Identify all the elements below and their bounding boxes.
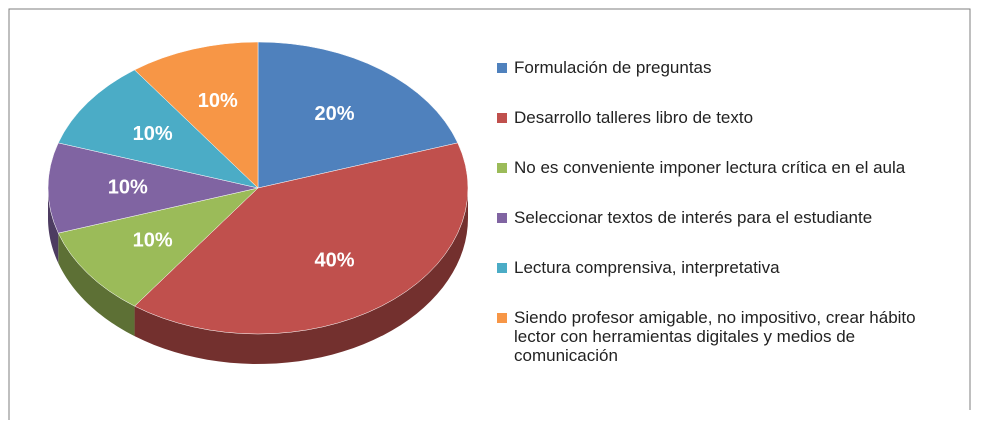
- pie-slice: [134, 41, 259, 189]
- legend-label: Seleccionar textos de interés para el es…: [514, 208, 873, 227]
- legend-swatch: [497, 213, 507, 223]
- pie-slice: [57, 187, 259, 307]
- data-label: 10%: [108, 176, 148, 198]
- data-label: 10%: [198, 90, 238, 112]
- pie-slice: [257, 41, 459, 189]
- legend-item: No es conveniente imponer lectura crític…: [497, 158, 967, 208]
- legend-item: Siendo profesor amigable, no impositivo,…: [497, 308, 967, 365]
- pie-side: [134, 188, 468, 364]
- legend-swatch: [497, 113, 507, 123]
- pie-slice: [47, 142, 259, 234]
- data-label: 10%: [133, 123, 173, 145]
- legend-item: Formulación de preguntas: [497, 58, 967, 108]
- legend-label: Desarrollo talleres libro de texto: [514, 108, 754, 127]
- pie-slice: [134, 142, 469, 335]
- legend-swatch: [497, 263, 507, 273]
- legend-swatch: [497, 313, 507, 323]
- legend-swatch: [497, 63, 507, 73]
- pie-side: [48, 188, 59, 264]
- legend-item: Desarrollo talleres libro de texto: [497, 108, 967, 158]
- pie-side: [58, 233, 135, 337]
- data-label: 40%: [315, 250, 355, 272]
- legend-label: Lectura comprensiva, interpretativa: [514, 258, 780, 277]
- legend-label: Formulación de preguntas: [514, 58, 712, 77]
- legend-swatch: [497, 163, 507, 173]
- legend-item: Lectura comprensiva, interpretativa: [497, 258, 967, 308]
- frame: [8, 8, 971, 420]
- legend-label: Siendo profesor amigable, no impositivo,…: [514, 308, 916, 365]
- legend: Formulación de preguntas Desarrollo talle…: [497, 58, 967, 365]
- pie-slice: [57, 69, 259, 189]
- legend-item: Seleccionar textos de interés para el es…: [497, 208, 967, 258]
- data-label: 20%: [315, 103, 355, 125]
- data-label: 10%: [133, 229, 173, 251]
- legend-label: No es conveniente imponer lectura crític…: [514, 158, 906, 177]
